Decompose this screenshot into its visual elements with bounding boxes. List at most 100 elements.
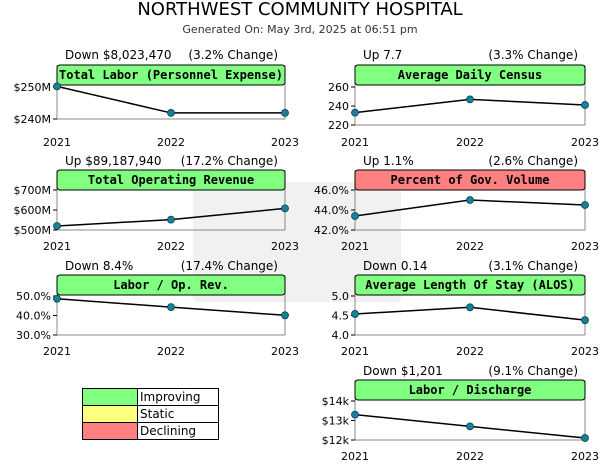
legend-label-declining: Declining bbox=[137, 422, 219, 440]
chart-title: Labor / Discharge bbox=[409, 383, 532, 397]
x-tick-label: 2021 bbox=[341, 240, 369, 253]
chart-title: Labor / Op. Rev. bbox=[113, 278, 229, 292]
legend-row-static: Static bbox=[82, 405, 219, 423]
status-title-box bbox=[354, 379, 586, 401]
y-tick-label: 50.0% bbox=[16, 290, 51, 303]
change-amount: Down 8.4% bbox=[65, 259, 133, 273]
data-point bbox=[167, 303, 175, 312]
x-tick-label: 2022 bbox=[157, 136, 185, 149]
generated-timestamp: Generated On: May 3rd, 2025 at 06:51 pm bbox=[182, 23, 418, 36]
status-title-box bbox=[354, 169, 586, 191]
data-point bbox=[167, 215, 175, 224]
x-tick-label: 2022 bbox=[456, 450, 484, 463]
x-tick-label: 2023 bbox=[271, 136, 299, 149]
change-amount: Down 0.14 bbox=[363, 259, 428, 273]
x-tick-label: 2022 bbox=[157, 345, 185, 358]
legend-swatch-improving bbox=[82, 388, 138, 406]
data-point bbox=[581, 316, 589, 325]
change-percent: (3.2% Change) bbox=[188, 48, 278, 62]
y-tick-label: 260 bbox=[328, 81, 349, 94]
data-point bbox=[53, 82, 61, 91]
data-point bbox=[466, 95, 474, 104]
x-tick-label: 2022 bbox=[456, 240, 484, 253]
data-point bbox=[281, 109, 289, 117]
y-tick-label: 46.0% bbox=[314, 184, 349, 197]
y-tick-label: 44.0% bbox=[314, 204, 349, 217]
change-amount: Down $8,023,470 bbox=[65, 48, 172, 62]
x-tick-label: 2022 bbox=[456, 136, 484, 149]
data-point bbox=[351, 212, 359, 220]
change-amount: Down $1,201 bbox=[363, 364, 443, 378]
y-tick-label: $250M bbox=[14, 81, 52, 94]
y-tick-label: 4.0 bbox=[332, 329, 350, 342]
legend-swatch-declining bbox=[82, 422, 138, 440]
data-point bbox=[581, 201, 589, 209]
legend-label-static: Static bbox=[137, 405, 219, 423]
data-point bbox=[581, 434, 589, 442]
data-point bbox=[281, 204, 289, 213]
status-title-box bbox=[56, 64, 286, 86]
status-title-box bbox=[56, 169, 286, 191]
change-amount: Up 7.7 bbox=[363, 48, 402, 62]
x-tick-label: 2023 bbox=[271, 345, 299, 358]
x-tick-label: 2023 bbox=[571, 136, 599, 149]
y-tick-label: $700M bbox=[14, 184, 52, 197]
y-tick-label: $14k bbox=[322, 395, 350, 408]
chart-title: Average Daily Census bbox=[398, 68, 543, 82]
x-tick-label: 2022 bbox=[157, 240, 185, 253]
chart-panel-2: Up 7.7 (3.3% Change) Average Daily Census 2… bbox=[328, 48, 599, 149]
change-percent: (17.2% Change) bbox=[181, 154, 278, 168]
y-tick-label: 4.5 bbox=[332, 310, 350, 323]
y-tick-label: 30.0% bbox=[16, 329, 51, 342]
x-tick-label: 2021 bbox=[43, 136, 71, 149]
change-percent: (3.1% Change) bbox=[488, 259, 578, 273]
x-tick-label: 2022 bbox=[456, 345, 484, 358]
chart-panel-6: Down 0.14 (3.1% Change) Average Length Of … bbox=[332, 259, 600, 358]
data-point bbox=[581, 101, 589, 109]
status-title-box bbox=[354, 64, 586, 86]
x-tick-label: 2023 bbox=[571, 240, 599, 253]
chart-title: Total Operating Revenue bbox=[88, 173, 254, 187]
change-percent: (3.3% Change) bbox=[488, 48, 578, 62]
change-percent: (9.1% Change) bbox=[488, 364, 578, 378]
data-point bbox=[53, 222, 61, 230]
chart-panel-1: Down $8,023,470 (3.2% Change) Total Labor … bbox=[14, 48, 300, 149]
data-point bbox=[351, 410, 359, 419]
page-title: NORTHWEST COMMUNITY HOSPITAL bbox=[137, 0, 463, 20]
data-point bbox=[466, 422, 474, 431]
x-tick-label: 2021 bbox=[341, 136, 369, 149]
data-point bbox=[167, 109, 175, 117]
legend-row-declining: Declining bbox=[82, 422, 219, 440]
x-tick-label: 2021 bbox=[341, 450, 369, 463]
y-tick-label: 42.0% bbox=[314, 224, 349, 237]
data-point bbox=[466, 196, 474, 204]
status-title-box bbox=[56, 274, 286, 296]
change-percent: (2.6% Change) bbox=[488, 154, 578, 168]
chart-title: Total Labor (Personnel Expense) bbox=[59, 68, 283, 82]
y-tick-label: $600M bbox=[14, 204, 52, 217]
x-tick-label: 2023 bbox=[271, 240, 299, 253]
y-tick-label: $12k bbox=[322, 434, 350, 447]
y-tick-label: 40.0% bbox=[16, 310, 51, 323]
legend-swatch-static bbox=[82, 405, 138, 423]
y-tick-label: $13k bbox=[322, 415, 350, 428]
data-point bbox=[466, 303, 474, 312]
y-tick-label: 220 bbox=[328, 119, 349, 132]
data-point bbox=[351, 310, 359, 318]
y-tick-label: 5.0 bbox=[332, 290, 350, 303]
data-point bbox=[53, 294, 61, 303]
x-tick-label: 2023 bbox=[571, 450, 599, 463]
chart-panel-7: Down $1,201 (9.1% Change) Labor / Discharg… bbox=[322, 364, 599, 463]
chart-title: Average Length Of Stay (ALOS) bbox=[365, 278, 575, 292]
chart-title: Percent of Gov. Volume bbox=[391, 173, 550, 187]
chart-panel-5: Down 8.4% (17.4% Change) Labor / Op. Rev. 5… bbox=[16, 259, 299, 358]
y-tick-label: 240 bbox=[328, 100, 349, 113]
x-tick-label: 2021 bbox=[43, 345, 71, 358]
x-tick-label: 2021 bbox=[341, 345, 369, 358]
data-point bbox=[281, 311, 289, 320]
change-amount: Up 1.1% bbox=[363, 154, 414, 168]
y-tick-label: $240M bbox=[14, 113, 52, 126]
x-tick-label: 2023 bbox=[571, 345, 599, 358]
status-title-box bbox=[354, 274, 586, 296]
